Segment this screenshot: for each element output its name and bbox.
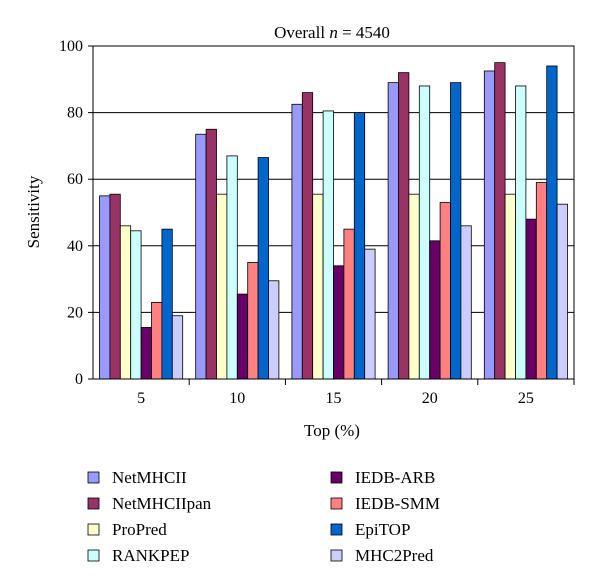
legend-label: IEDB-ARB (355, 468, 435, 487)
legend-swatch (87, 523, 100, 536)
bar (226, 155, 238, 380)
plot-border (92, 45, 575, 380)
bar (525, 218, 537, 380)
legend-swatch (87, 471, 100, 484)
bar (312, 193, 324, 380)
legend-swatch (330, 523, 343, 536)
legend-swatch (87, 497, 100, 510)
bar (515, 85, 527, 380)
legend-swatch (330, 497, 343, 510)
x-tick-label: 5 (137, 390, 145, 407)
bar (439, 202, 451, 380)
y-tick-label: 0 (75, 371, 83, 388)
legend-label: NetMHCII (112, 468, 187, 487)
bar (333, 265, 345, 380)
bar (429, 240, 441, 380)
x-tick-label: 10 (229, 390, 245, 407)
x-tick-label: 15 (326, 390, 342, 407)
bar (236, 293, 249, 380)
chart-title: Overall n = 4540 (274, 23, 390, 42)
legend-swatch (330, 471, 343, 484)
bar (268, 280, 280, 380)
x-tick-label: 25 (518, 390, 534, 407)
y-axis-label: Sensitivity (24, 175, 43, 248)
bar (450, 82, 462, 380)
bar (301, 92, 314, 380)
bar (161, 228, 173, 380)
bar (109, 193, 121, 380)
y-tick-label: 60 (67, 171, 83, 188)
x-tick-label: 20 (422, 390, 438, 407)
bar (483, 70, 496, 380)
legend-label: IEDB-SMM (355, 494, 440, 513)
bar (130, 230, 142, 380)
bar (99, 195, 111, 380)
bar (364, 248, 376, 380)
bar (535, 182, 548, 380)
bar (460, 225, 472, 380)
bar (291, 103, 303, 380)
bar (494, 62, 506, 380)
bar (257, 157, 269, 380)
bar (546, 65, 558, 380)
bar (322, 110, 334, 380)
bar (195, 133, 207, 380)
y-tick-label: 20 (67, 304, 83, 321)
bar (343, 228, 355, 380)
bar (216, 193, 228, 380)
legend-label: MHC2Pred (355, 546, 434, 565)
legend-label: EpiTOP (355, 520, 410, 539)
legend-swatch (87, 549, 100, 562)
y-tick-label: 100 (59, 38, 83, 55)
legend-label: ProPred (112, 520, 167, 539)
bar (504, 193, 516, 380)
bar (408, 193, 420, 380)
bar (151, 302, 163, 380)
bar (418, 85, 431, 380)
plot-area: 0 20 40 60 80 100 5 10 15 20 25 (59, 38, 575, 407)
y-tick-label: 80 (67, 105, 83, 122)
bar (556, 203, 568, 380)
bar (119, 225, 132, 380)
bar (247, 262, 259, 380)
bar (140, 326, 152, 380)
bar (171, 315, 184, 380)
y-tick-label: 40 (67, 238, 83, 255)
legend-label: NetMHCIIpan (112, 494, 212, 513)
bar (387, 82, 399, 380)
bar (398, 72, 410, 380)
bar (353, 112, 366, 380)
bar (205, 128, 217, 380)
x-axis-label: Top (%) (304, 421, 360, 440)
legend-label: RANKPEP (112, 546, 189, 565)
legend: NetMHCII NetMHCIIpan ProPred RANKPEP IEDB-AR… (87, 468, 440, 565)
legend-swatch (330, 549, 343, 562)
